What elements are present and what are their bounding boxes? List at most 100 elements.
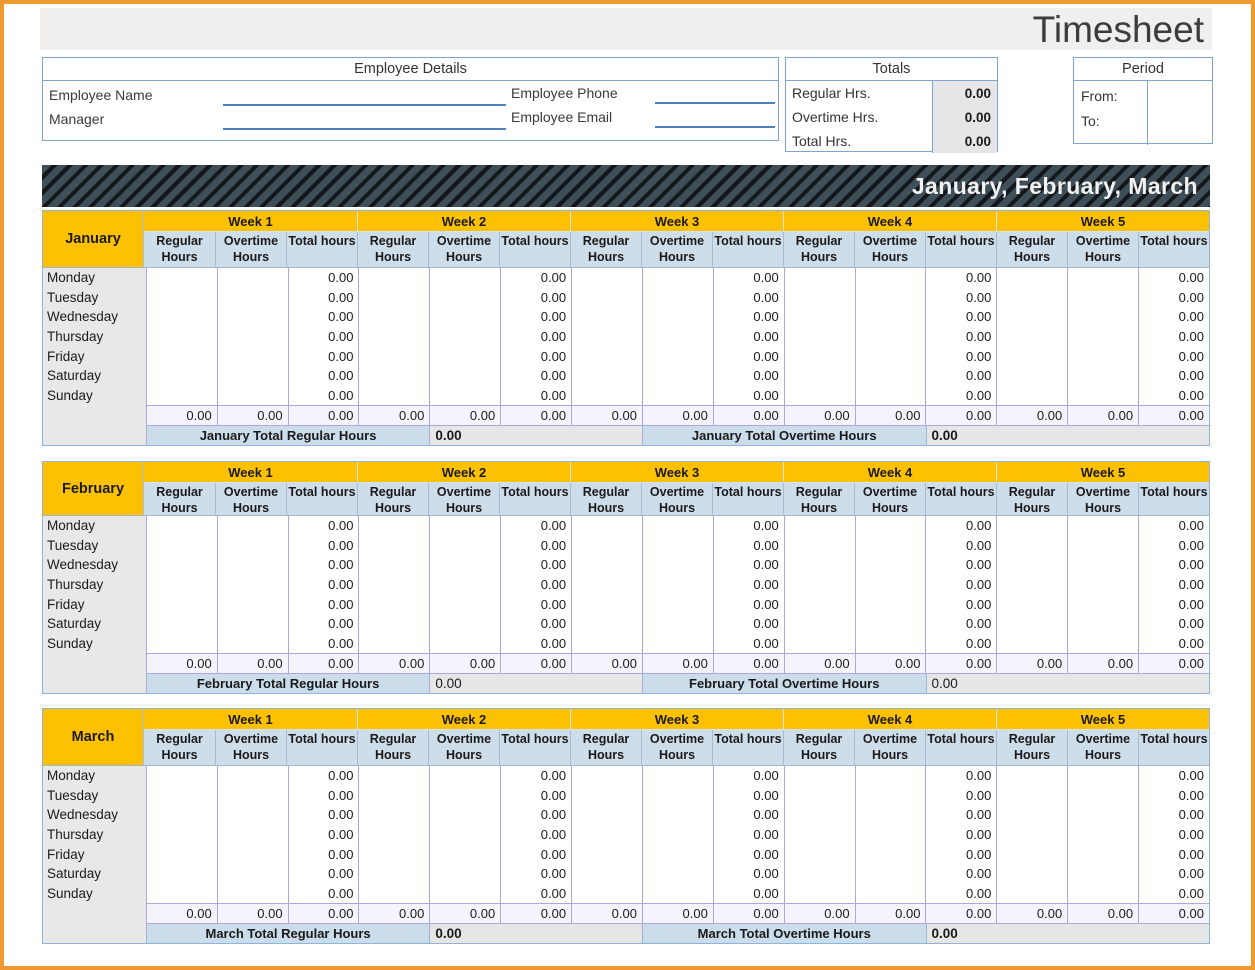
hours-input-cell[interactable] <box>572 385 642 405</box>
hours-input-cell[interactable] <box>359 786 429 806</box>
hours-input-cell[interactable] <box>1068 786 1138 806</box>
hours-input-cell[interactable] <box>430 536 500 556</box>
hours-input-cell[interactable] <box>359 633 429 653</box>
hours-input-cell[interactable] <box>643 288 713 308</box>
hours-input-cell[interactable] <box>997 366 1067 386</box>
hours-input-cell[interactable] <box>856 268 926 288</box>
hours-input-cell[interactable] <box>785 864 855 884</box>
hours-input-cell[interactable] <box>147 633 217 653</box>
hours-input-cell[interactable] <box>430 268 500 288</box>
hours-input-cell[interactable] <box>997 307 1067 327</box>
period-to-input[interactable] <box>1148 107 1213 133</box>
hours-input-cell[interactable] <box>997 575 1067 595</box>
hours-input-cell[interactable] <box>997 614 1067 634</box>
hours-input-cell[interactable] <box>430 844 500 864</box>
hours-input-cell[interactable] <box>359 594 429 614</box>
hours-input-cell[interactable] <box>643 883 713 903</box>
hours-input-cell[interactable] <box>572 366 642 386</box>
hours-input-cell[interactable] <box>643 346 713 366</box>
hours-input-cell[interactable] <box>359 536 429 556</box>
hours-input-cell[interactable] <box>430 366 500 386</box>
hours-input-cell[interactable] <box>218 825 288 845</box>
hours-input-cell[interactable] <box>997 766 1067 786</box>
hours-input-cell[interactable] <box>997 555 1067 575</box>
hours-input-cell[interactable] <box>1068 766 1138 786</box>
hours-input-cell[interactable] <box>997 883 1067 903</box>
hours-input-cell[interactable] <box>147 307 217 327</box>
hours-input-cell[interactable] <box>359 805 429 825</box>
hours-input-cell[interactable] <box>147 288 217 308</box>
hours-input-cell[interactable] <box>785 555 855 575</box>
hours-input-cell[interactable] <box>147 536 217 556</box>
employee-name-input[interactable] <box>223 86 506 106</box>
hours-input-cell[interactable] <box>1068 516 1138 536</box>
hours-input-cell[interactable] <box>147 786 217 806</box>
hours-input-cell[interactable] <box>785 385 855 405</box>
hours-input-cell[interactable] <box>430 327 500 347</box>
hours-input-cell[interactable] <box>218 555 288 575</box>
hours-input-cell[interactable] <box>785 805 855 825</box>
hours-input-cell[interactable] <box>997 536 1067 556</box>
hours-input-cell[interactable] <box>997 805 1067 825</box>
hours-input-cell[interactable] <box>218 288 288 308</box>
hours-input-cell[interactable] <box>785 575 855 595</box>
hours-input-cell[interactable] <box>147 594 217 614</box>
hours-input-cell[interactable] <box>785 536 855 556</box>
hours-input-cell[interactable] <box>218 536 288 556</box>
hours-input-cell[interactable] <box>1068 883 1138 903</box>
hours-input-cell[interactable] <box>218 307 288 327</box>
hours-input-cell[interactable] <box>430 883 500 903</box>
hours-input-cell[interactable] <box>643 268 713 288</box>
hours-input-cell[interactable] <box>430 385 500 405</box>
employee-email-input[interactable] <box>655 108 775 128</box>
hours-input-cell[interactable] <box>1068 844 1138 864</box>
hours-input-cell[interactable] <box>572 327 642 347</box>
hours-input-cell[interactable] <box>430 633 500 653</box>
hours-input-cell[interactable] <box>430 516 500 536</box>
hours-input-cell[interactable] <box>1068 614 1138 634</box>
hours-input-cell[interactable] <box>572 614 642 634</box>
hours-input-cell[interactable] <box>147 805 217 825</box>
hours-input-cell[interactable] <box>359 766 429 786</box>
hours-input-cell[interactable] <box>997 385 1067 405</box>
hours-input-cell[interactable] <box>218 766 288 786</box>
hours-input-cell[interactable] <box>147 614 217 634</box>
hours-input-cell[interactable] <box>997 633 1067 653</box>
hours-input-cell[interactable] <box>430 864 500 884</box>
hours-input-cell[interactable] <box>218 633 288 653</box>
hours-input-cell[interactable] <box>1068 268 1138 288</box>
hours-input-cell[interactable] <box>218 864 288 884</box>
hours-input-cell[interactable] <box>997 786 1067 806</box>
hours-input-cell[interactable] <box>572 307 642 327</box>
hours-input-cell[interactable] <box>856 633 926 653</box>
hours-input-cell[interactable] <box>856 385 926 405</box>
hours-input-cell[interactable] <box>785 883 855 903</box>
hours-input-cell[interactable] <box>643 385 713 405</box>
hours-input-cell[interactable] <box>572 786 642 806</box>
hours-input-cell[interactable] <box>1068 555 1138 575</box>
hours-input-cell[interactable] <box>147 844 217 864</box>
hours-input-cell[interactable] <box>359 575 429 595</box>
hours-input-cell[interactable] <box>643 327 713 347</box>
hours-input-cell[interactable] <box>147 327 217 347</box>
hours-input-cell[interactable] <box>147 346 217 366</box>
hours-input-cell[interactable] <box>218 844 288 864</box>
hours-input-cell[interactable] <box>218 385 288 405</box>
hours-input-cell[interactable] <box>430 307 500 327</box>
hours-input-cell[interactable] <box>572 805 642 825</box>
hours-input-cell[interactable] <box>856 307 926 327</box>
hours-input-cell[interactable] <box>572 844 642 864</box>
hours-input-cell[interactable] <box>856 825 926 845</box>
hours-input-cell[interactable] <box>643 575 713 595</box>
hours-input-cell[interactable] <box>147 516 217 536</box>
hours-input-cell[interactable] <box>147 825 217 845</box>
hours-input-cell[interactable] <box>785 844 855 864</box>
hours-input-cell[interactable] <box>218 327 288 347</box>
hours-input-cell[interactable] <box>147 268 217 288</box>
hours-input-cell[interactable] <box>643 844 713 864</box>
hours-input-cell[interactable] <box>147 883 217 903</box>
hours-input-cell[interactable] <box>785 288 855 308</box>
hours-input-cell[interactable] <box>643 516 713 536</box>
hours-input-cell[interactable] <box>785 516 855 536</box>
hours-input-cell[interactable] <box>572 288 642 308</box>
